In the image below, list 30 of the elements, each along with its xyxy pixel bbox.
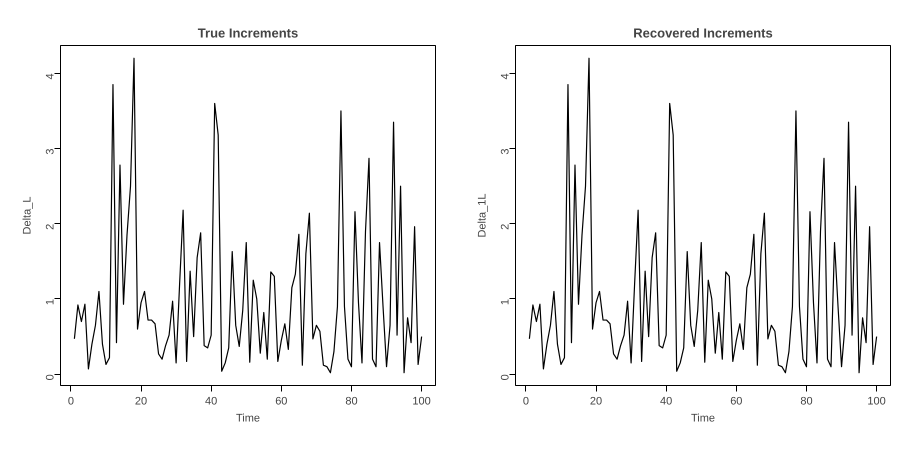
x-tick-label: 60 [275, 396, 288, 408]
line-series [528, 58, 878, 374]
y-tick-label: 4 [44, 73, 56, 80]
chart-title: True Increments [198, 26, 298, 40]
x-tick-label: 0 [522, 396, 529, 408]
chart-title: Recovered Increments [633, 26, 773, 40]
x-tick-label: 100 [412, 396, 431, 408]
x-tick-label: 80 [800, 396, 813, 408]
x-axis-title: Time [690, 412, 716, 424]
y-tick-label: 3 [500, 148, 512, 155]
y-tick-label: 4 [500, 73, 512, 80]
y-tick-label: 0 [500, 374, 512, 380]
y-tick-label: 1 [44, 298, 56, 306]
y-tick-label: 3 [44, 148, 56, 155]
x-tick-label: 40 [660, 396, 672, 408]
x-axis-title: Time [236, 412, 260, 424]
y-tick-label: 2 [500, 224, 512, 230]
x-tick-label: 40 [205, 396, 218, 408]
y-axis-title: Delta_1L [476, 193, 488, 238]
y-tick-label: 2 [44, 224, 56, 230]
x-tick-label: 60 [730, 396, 742, 408]
x-tick-label: 100 [867, 396, 886, 408]
line-series [74, 58, 422, 374]
x-tick-label: 80 [345, 396, 358, 408]
x-tick-label: 20 [134, 396, 148, 408]
y-tick-label: 1 [500, 298, 512, 306]
y-tick-label: 0 [44, 374, 56, 380]
y-axis-title: Delta_L [22, 196, 34, 234]
x-tick-label: 0 [68, 396, 74, 408]
x-tick-label: 20 [590, 396, 602, 408]
